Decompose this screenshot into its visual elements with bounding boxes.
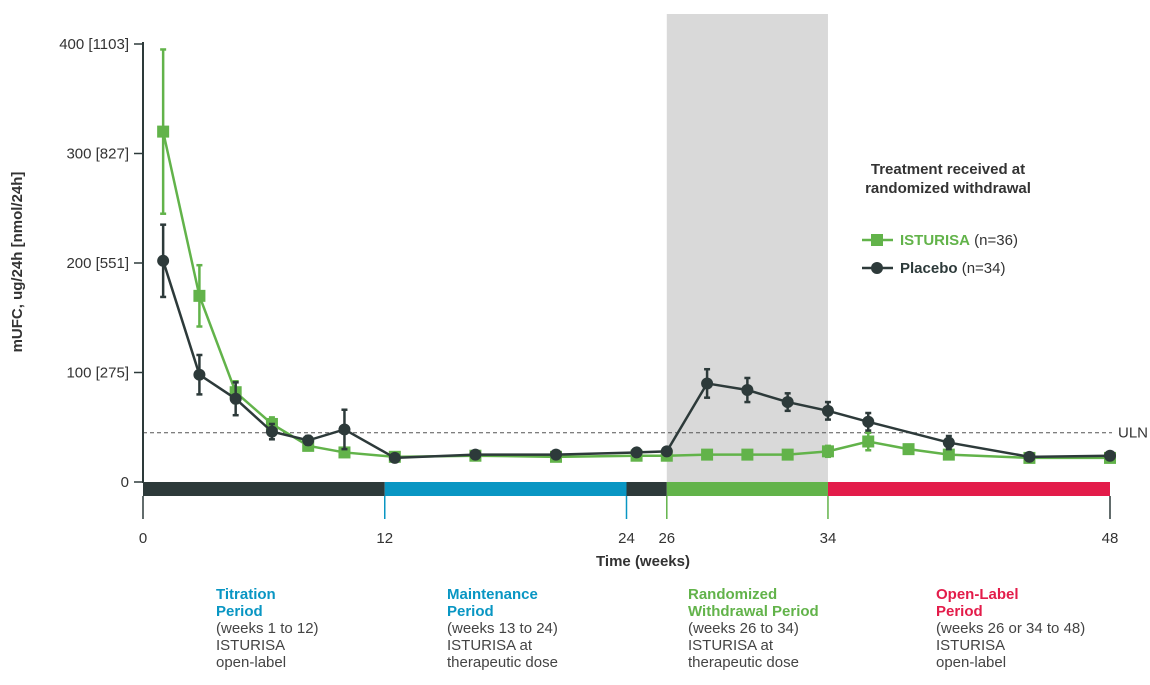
y-tick-label: 200 [551] — [66, 255, 129, 272]
x-tick-label: 34 — [820, 530, 837, 547]
period-bar-segment — [666, 482, 828, 496]
period-name: Period — [216, 603, 263, 620]
data-point-circle — [862, 415, 875, 428]
legend-label: ISTURISA (n=36) — [900, 232, 1018, 249]
period-description: (weeks 26 to 34) ISTURISA at therapeutic… — [688, 620, 799, 671]
period-description: (weeks 26 or 34 to 48) ISTURISA open-lab… — [936, 620, 1086, 671]
period-maintenance: Maintenance Period (weeks 13 to 24) ISTU… — [447, 586, 558, 671]
data-point-square — [701, 448, 714, 461]
data-point-circle — [338, 423, 351, 436]
uln-label: ULN — [1118, 425, 1148, 442]
period-name: Period — [447, 603, 494, 620]
legend-series-n: (n=34) — [958, 260, 1006, 277]
data-point-square — [862, 435, 875, 448]
data-point-circle — [1104, 449, 1116, 462]
legend-title-line1: Treatment received at — [871, 161, 1025, 178]
series-isturisa — [157, 48, 1116, 464]
withdrawal-shaded-region — [666, 14, 828, 484]
data-point-square — [942, 448, 955, 461]
data-point-circle — [660, 445, 673, 458]
legend-label: Placebo (n=34) — [900, 260, 1005, 277]
x-tick-label: 48 — [1102, 530, 1119, 547]
legend-title-line2: randomized withdrawal — [865, 180, 1031, 197]
period-open-label: Open-Label Period (weeks 26 or 34 to 48)… — [936, 586, 1085, 671]
data-point-circle — [630, 446, 643, 459]
data-point-circle — [302, 434, 315, 447]
period-bar-segment — [384, 482, 627, 496]
legend-series-n: (n=36) — [970, 232, 1018, 249]
y-tick-label: 300 [827] — [66, 146, 129, 163]
data-point-circle — [741, 384, 754, 397]
period-randomized-withdrawal: Randomized Withdrawal Period (weeks 26 t… — [688, 586, 819, 671]
period-description: (weeks 1 to 12) ISTURISA open-label — [216, 620, 319, 671]
data-point-circle — [229, 392, 242, 405]
legend-marker-circle — [871, 262, 883, 274]
data-point-circle — [193, 368, 206, 381]
legend-marker-square — [871, 234, 883, 246]
data-point-circle — [701, 377, 714, 390]
series-line — [161, 131, 1110, 460]
data-point-square — [781, 448, 794, 461]
period-name: Maintenance — [447, 586, 538, 603]
x-tick-label: 0 — [139, 530, 147, 547]
series-line — [161, 260, 1111, 460]
data-point-circle — [549, 448, 562, 461]
period-name: Randomized — [688, 586, 778, 603]
data-point-square — [902, 443, 915, 456]
data-point-circle — [157, 254, 170, 267]
data-point-circle — [1023, 450, 1036, 463]
data-point-square — [193, 289, 206, 302]
y-tick-label: 100 [275] — [66, 365, 129, 382]
data-point-square — [821, 445, 834, 458]
data-point-square — [157, 125, 170, 138]
data-point-square — [741, 448, 754, 461]
y-tick-label: 0 — [121, 474, 129, 491]
data-point-circle — [388, 451, 401, 464]
period-bar-segment — [827, 482, 1110, 496]
data-point-circle — [821, 404, 834, 417]
legend-series-name: Placebo — [900, 260, 958, 277]
period-titration: Titration Period (weeks 1 to 12) ISTURIS… — [216, 586, 319, 671]
data-point-circle — [265, 425, 278, 438]
x-tick-label: 12 — [376, 530, 393, 547]
y-tick-label: 400 [1103] — [59, 36, 129, 53]
period-bar-segment — [626, 482, 667, 496]
legend: Treatment received at randomized withdra… — [862, 161, 1031, 277]
period-name: Titration — [216, 586, 276, 603]
period-name: Withdrawal Period — [688, 603, 819, 620]
period-bar-segment — [143, 482, 385, 496]
period-name: Period — [936, 603, 983, 620]
period-description: (weeks 13 to 24) ISTURISA at therapeutic… — [447, 620, 558, 671]
x-tick-label: 26 — [658, 530, 675, 547]
data-point-circle — [781, 396, 794, 409]
data-point-circle — [469, 448, 482, 461]
series-placebo — [157, 223, 1116, 464]
legend-series-name: ISTURISA — [900, 232, 970, 249]
period-name: Open-Label — [936, 586, 1019, 603]
data-point-circle — [942, 436, 955, 449]
x-axis-title: Time (weeks) — [596, 553, 690, 570]
y-axis-title: mUFC, ug/24h [nmol/24h] — [9, 172, 26, 353]
x-tick-label: 24 — [618, 530, 635, 547]
